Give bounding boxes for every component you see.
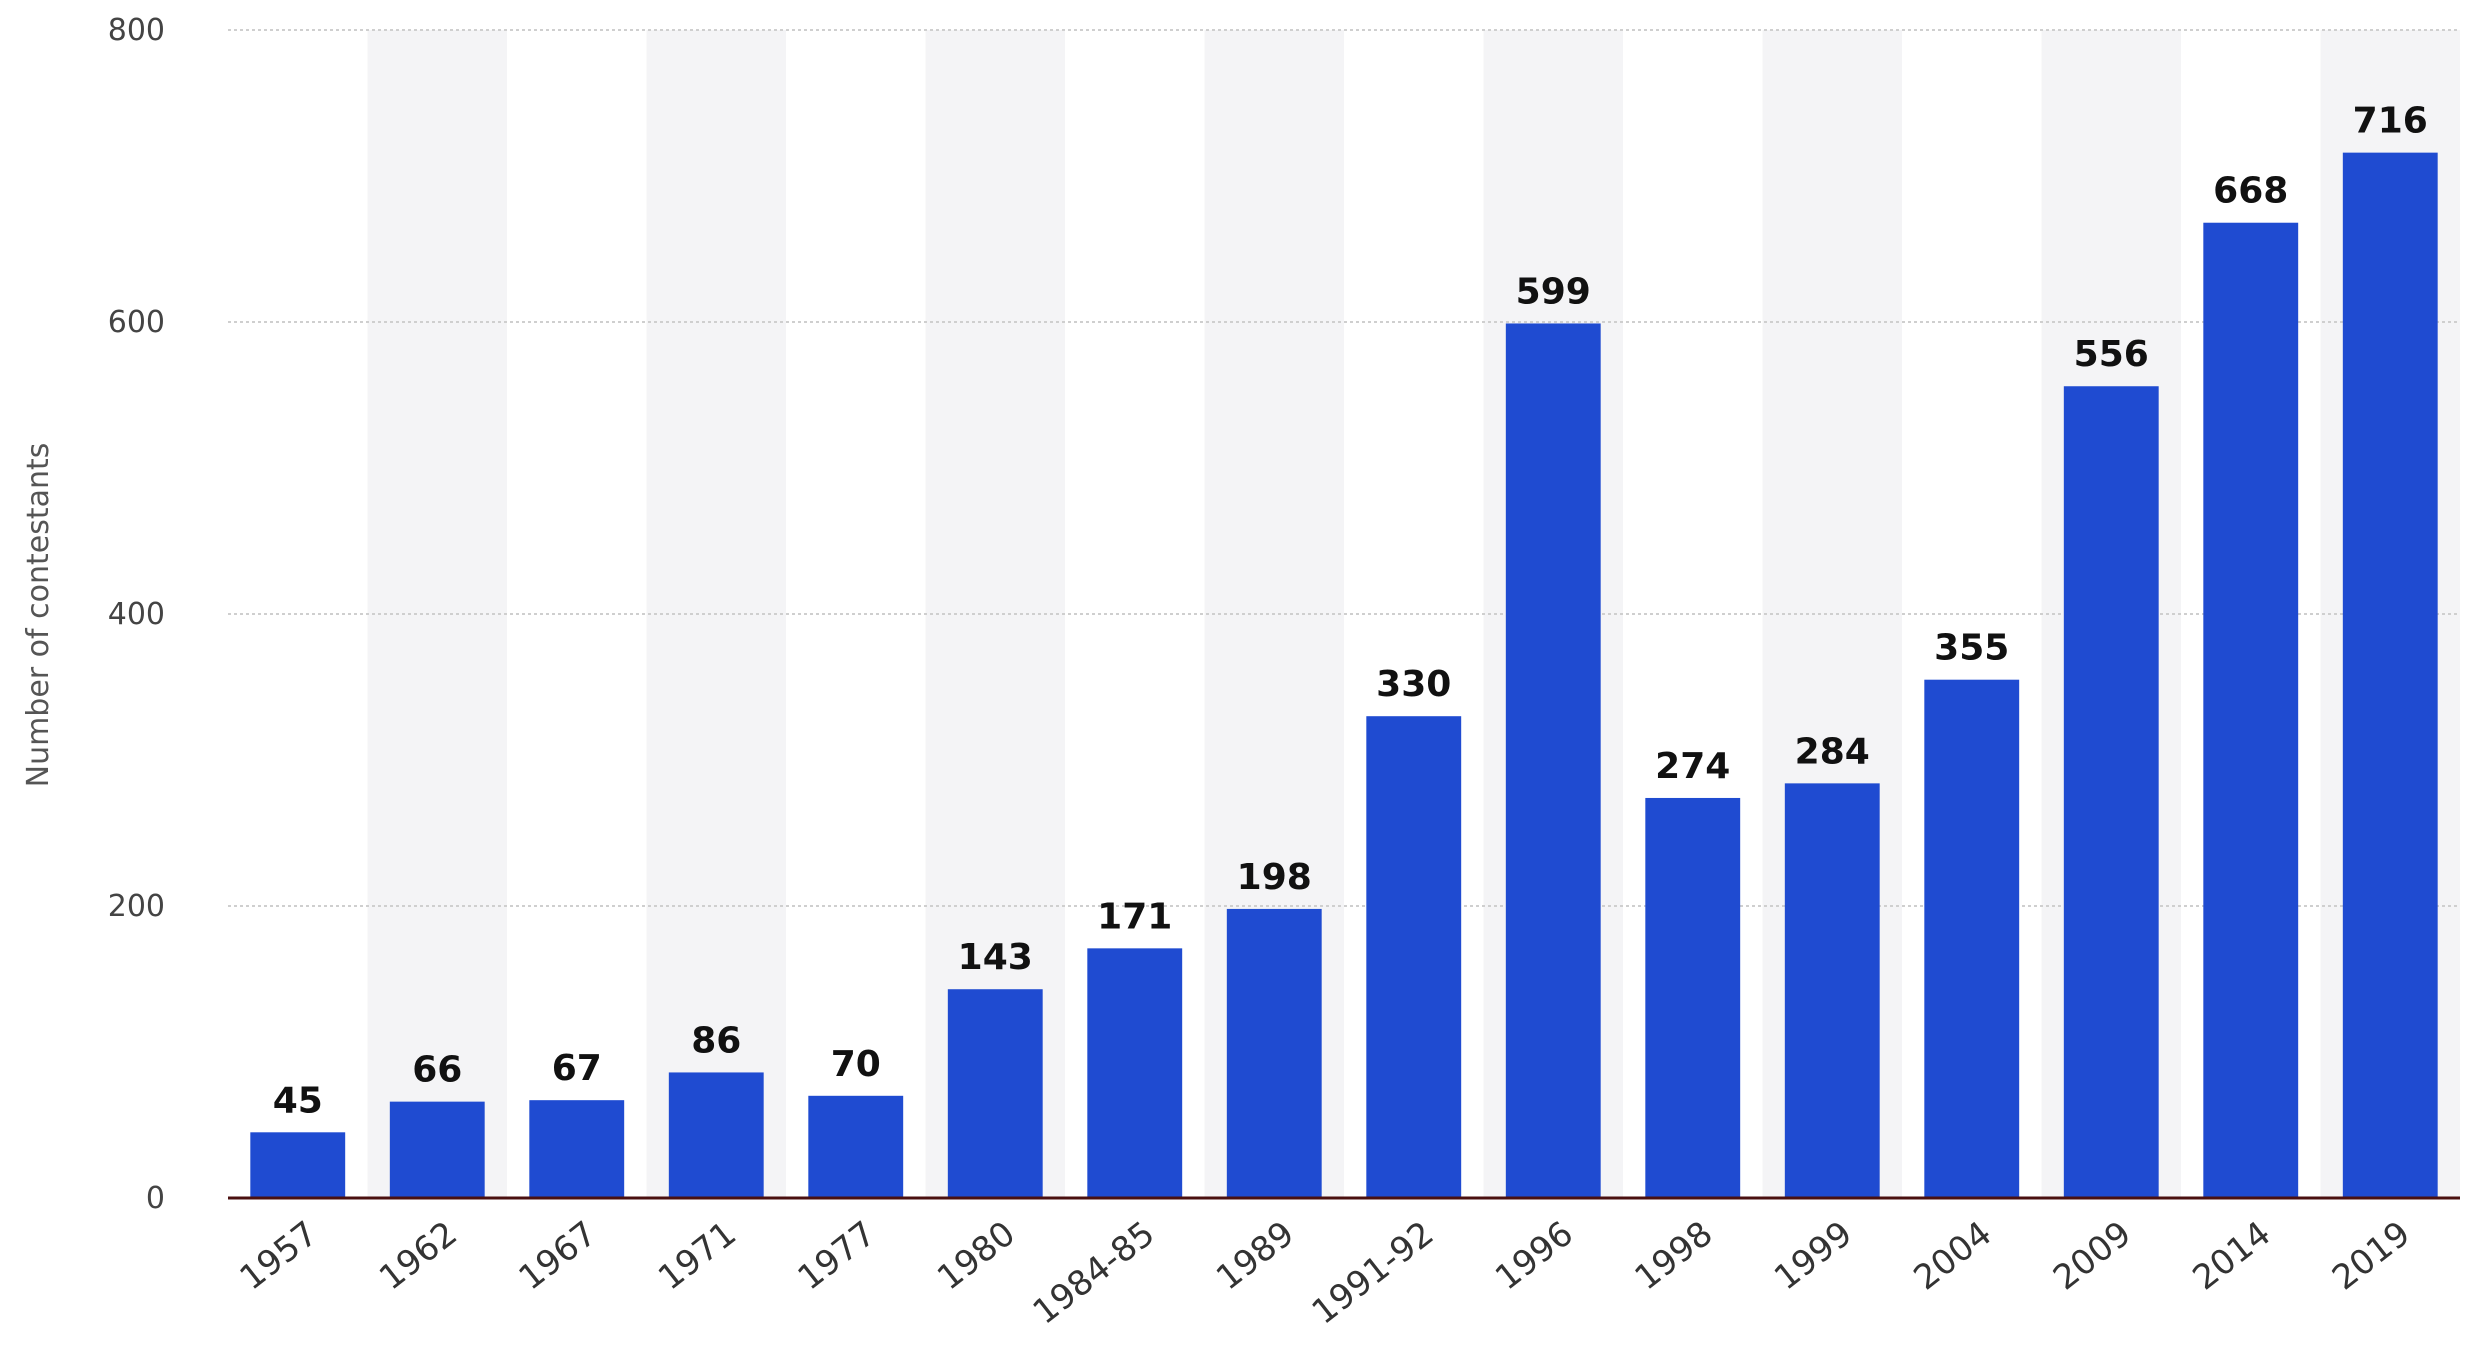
data-label: 330 [1376,664,1451,705]
x-tick-label: 1962 [372,1214,465,1299]
bar [2203,222,2299,1199]
bar [2342,152,2438,1198]
data-label: 70 [831,1044,881,1085]
data-label: 171 [1097,896,1172,937]
y-tick-label: 200 [108,889,165,924]
data-label: 274 [1655,746,1730,787]
bar [808,1095,904,1198]
x-tick-label: 1980 [930,1214,1023,1299]
x-tick-label: 1971 [651,1214,744,1299]
bar [250,1132,346,1198]
data-label: 143 [958,937,1033,978]
y-axis-ticks: 0 200 400 600 800 [108,13,165,1216]
data-labels: 45 66 67 86 70 143 171 198 330 599 274 284 355 556 668… [273,101,2428,1122]
bar [1784,783,1880,1198]
data-label: 86 [691,1020,741,1061]
bar [1505,323,1601,1199]
bar [529,1100,625,1198]
data-label: 716 [2353,101,2428,142]
x-tick-label: 2009 [2046,1214,2139,1299]
bar [2063,386,2159,1198]
bar [1226,908,1322,1198]
x-tick-label: 2004 [1906,1214,1999,1299]
y-tick-label: 800 [108,13,165,48]
x-tick-label: 1967 [511,1214,604,1299]
x-tick-label: 1999 [1767,1214,1860,1299]
bar [1924,679,2020,1198]
data-label: 668 [2213,171,2288,212]
data-label: 67 [552,1048,602,1089]
y-axis-title: Number of contestants [21,443,56,788]
x-tick-label: 1989 [1209,1214,1302,1299]
x-tick-label: 2019 [2325,1214,2418,1299]
x-tick-label: 1957 [232,1214,325,1299]
x-tick-label: 2014 [2185,1214,2278,1299]
data-label: 599 [1516,271,1591,312]
x-tick-label: 1991-92 [1305,1214,1442,1333]
y-tick-label: 600 [108,305,165,340]
data-label: 556 [2074,334,2149,375]
bars [250,152,2438,1199]
x-tick-label: 1996 [1488,1214,1581,1299]
bar [1366,716,1462,1198]
data-label: 198 [1237,857,1312,898]
x-axis-ticks: 1957 1962 1967 1971 1977 1980 1984-85 1989 1991-… [232,1214,2417,1333]
bar [1087,948,1183,1198]
bar [1645,797,1741,1198]
data-label: 284 [1795,731,1870,772]
bar [389,1101,485,1198]
x-tick-label: 1998 [1627,1214,1720,1299]
y-tick-label: 0 [146,1181,165,1216]
data-label: 45 [273,1080,323,1121]
bar [947,989,1043,1198]
x-tick-label: 1984-85 [1026,1214,1163,1333]
bar [668,1072,764,1198]
data-label: 355 [1934,628,2009,669]
y-tick-label: 400 [108,597,165,632]
x-tick-label: 1977 [790,1214,883,1299]
data-label: 66 [412,1050,462,1091]
